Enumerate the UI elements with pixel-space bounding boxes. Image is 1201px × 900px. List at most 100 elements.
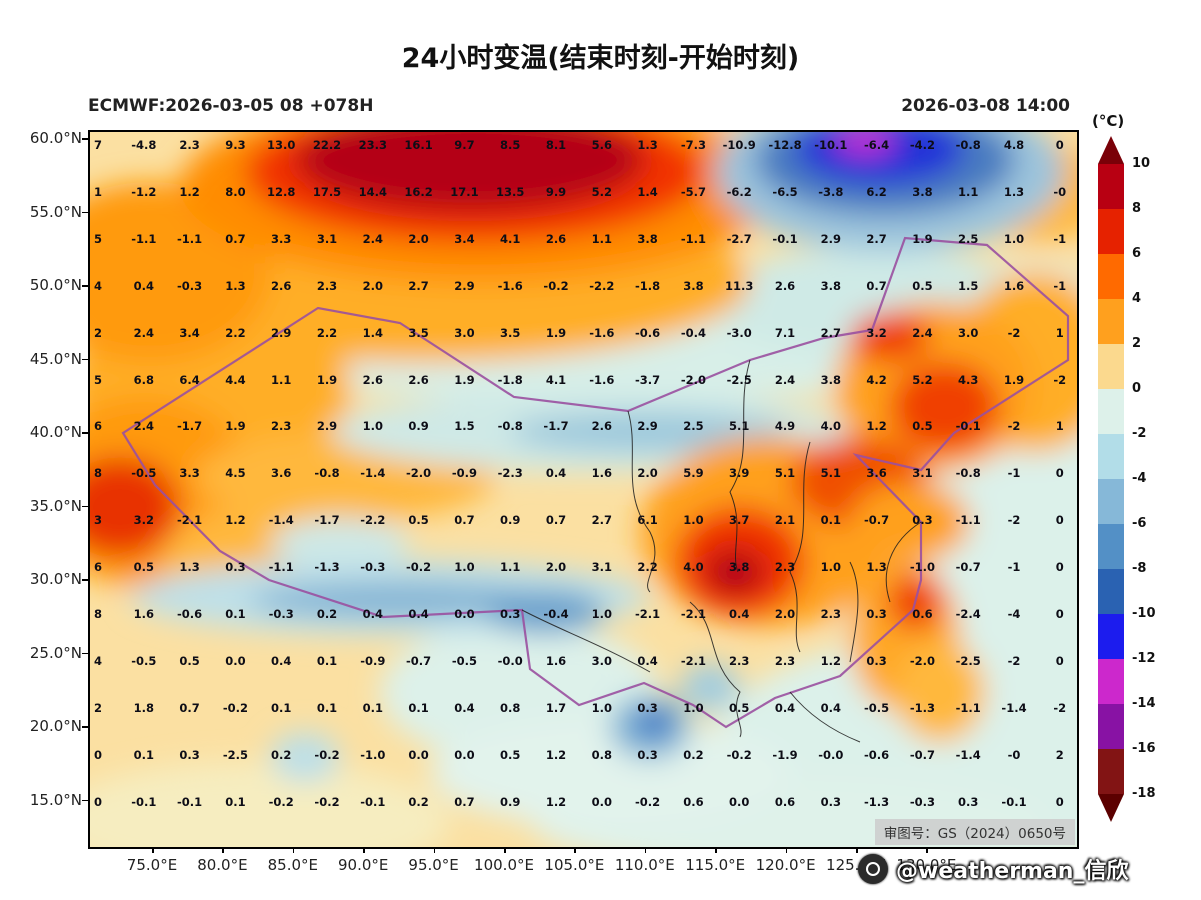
grid-value: -0.2 [635,794,661,809]
grid-value: 0.9 [500,794,521,809]
grid-value: 2.5 [683,419,704,434]
grid-value: 5 [93,372,103,387]
grid-value: -0.6 [864,747,890,762]
grid-value: 8.1 [545,138,567,152]
grid-value: 7 [93,138,103,152]
grid-value: -2 [1007,653,1021,668]
grid-value: 0.3 [500,607,521,621]
grid-value: -2.7 [726,231,752,246]
grid-value: 2.7 [591,513,612,528]
valid-time-label: 2026-03-08 14:00 [901,96,1070,116]
lat-tick-label: 30.0°N [29,570,82,589]
grid-value: 2.4 [774,372,796,387]
grid-value: 1.9 [545,325,567,340]
grid-value: 1.7 [545,700,567,715]
grid-value: -1.1 [177,231,203,246]
grid-value: -0.8 [955,466,981,481]
lat-axis-tick [82,358,88,361]
grid-value: 14.4 [358,184,387,199]
lon-tick-label: 110.0°E [614,856,675,874]
grid-value: -0.8 [955,138,981,152]
grid-value: 0.2 [316,607,338,621]
grid-value: 5.6 [591,138,612,152]
lat-axis-tick [82,138,88,140]
grid-value: -3.7 [635,372,661,387]
grid-value: 0.3 [225,560,246,575]
grid-value: 4.0 [683,560,704,575]
colorbar-segment [1098,479,1124,524]
grid-value: 5 [93,231,103,246]
colorbar-segment [1098,659,1124,704]
lon-tick-label: 80.0°E [197,856,248,874]
grid-value: -1.1 [955,700,981,715]
colorbar-unit-label: (°C) [1092,112,1125,130]
colorbar-tick-label: 8 [1132,201,1142,216]
grid-value: -2 [1007,325,1021,340]
lon-tick-label: 115.0°E [685,856,746,874]
grid-value: -0.7 [955,560,981,575]
grid-value: 0.1 [316,700,338,715]
colorbar-tick-label: 2 [1132,336,1142,351]
grid-value: -1.3 [909,700,935,715]
grid-value: -1.8 [497,372,523,387]
grid-value: 2.9 [637,419,658,434]
grid-value: 0.1 [820,513,841,528]
grid-value: 3.6 [866,466,887,481]
grid-value: -1.3 [314,560,340,575]
colorbar-segment [1098,569,1124,614]
grid-value: 2 [93,325,103,340]
grid-value: 4.2 [866,372,887,387]
grid-value: 2.2 [316,325,338,340]
colorbar-tick-label: -4 [1132,471,1147,486]
grid-value: 3.5 [500,325,521,340]
grid-value: 9.3 [225,138,246,152]
colorbar-segment [1098,344,1124,389]
grid-value: -1.0 [909,560,935,575]
grid-value: -6.2 [726,184,752,199]
grid-value: 0.4 [545,466,567,481]
grid-value: 1.2 [545,794,567,809]
grid-value: -6.5 [772,184,798,199]
colorbar-tick-label: 4 [1132,291,1142,306]
grid-value: 3.3 [179,466,200,481]
grid-value: 1.5 [958,278,979,293]
grid-value: -0.2 [543,278,569,293]
grid-value: 0.1 [408,700,429,715]
grid-value: 0.5 [729,700,750,715]
grid-value: 4.8 [1003,138,1025,152]
grid-value: 1.4 [362,325,383,340]
grid-value: -0.8 [314,466,340,481]
grid-value: 1.9 [912,231,933,246]
grid-value: 0.0 [729,794,750,809]
grid-value: -1.6 [589,372,615,387]
author-logo-icon [858,854,888,884]
lon-axis-tick [363,847,365,853]
grid-value: 16.2 [404,184,433,199]
grid-value: 4.1 [545,372,567,387]
lat-axis-tick [82,505,88,508]
grid-value: 1.3 [225,278,246,293]
lon-axis-tick [715,847,717,853]
grid-value: 0.1 [225,607,246,621]
grid-value: 1.2 [225,513,246,528]
grid-value: 2.7 [866,231,887,246]
grid-value: 3.1 [316,231,338,246]
grid-value: 1.8 [133,700,154,715]
grid-value: 2.9 [271,325,292,340]
grid-value: 0.8 [591,747,612,762]
grid-value: -2.5 [726,372,752,387]
grid-value: 0.7 [225,231,246,246]
grid-value: 2.4 [362,231,383,246]
lat-axis-tick [82,432,88,434]
grid-value: 0 [1055,466,1064,481]
grid-value: -0.6 [177,607,203,621]
grid-value: -1 [1007,466,1021,481]
grid-value: -1.4 [360,466,386,481]
grid-value: 1.6 [591,466,612,481]
grid-value: 0.7 [866,278,887,293]
grid-value: -1.1 [131,231,157,246]
grid-value: 2.4 [133,325,154,340]
lon-tick-label: 90.0°E [337,856,389,874]
grid-value: 4.1 [500,231,521,246]
grid-value: 1.2 [545,747,567,762]
